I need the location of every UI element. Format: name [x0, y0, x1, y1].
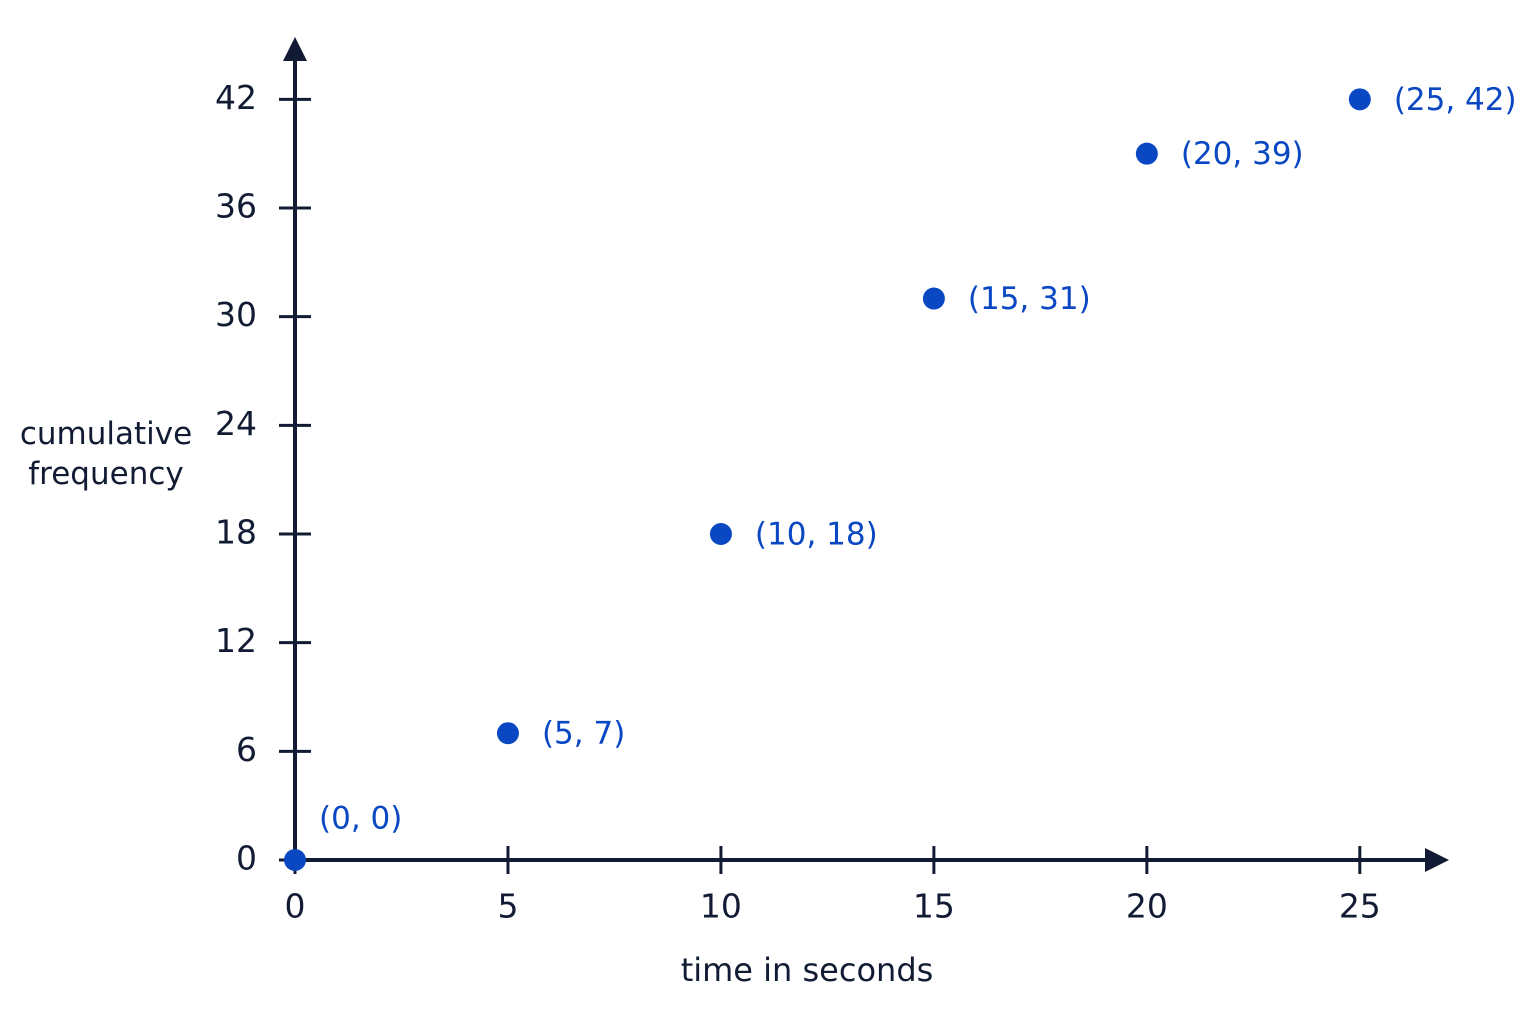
x-tick-label: 25	[1339, 887, 1381, 926]
x-axis-label: time in seconds	[681, 951, 934, 989]
y-tick-label: 12	[215, 621, 257, 660]
data-label: (15, 31)	[968, 281, 1091, 317]
x-tick-label: 20	[1126, 887, 1168, 926]
x-tick-label: 5	[497, 887, 518, 926]
y-axis-arrow	[283, 37, 307, 61]
data-point	[1348, 88, 1371, 111]
y-tick-label: 0	[236, 839, 257, 878]
y-tick-label: 18	[215, 513, 257, 552]
y-tick-label: 36	[215, 187, 257, 226]
data-point	[496, 722, 519, 745]
y-tick-label: 30	[215, 295, 257, 334]
data-point	[922, 287, 945, 310]
y-tick-label: 6	[236, 730, 257, 769]
y-tick-label: 42	[215, 78, 257, 117]
data-label: (5, 7)	[542, 716, 625, 752]
x-axis-arrow	[1425, 848, 1449, 872]
data-label: (25, 42)	[1394, 82, 1517, 118]
data-point	[709, 523, 732, 545]
y-axis-label: cumulative frequency	[19, 416, 193, 492]
data-label: (0, 0)	[319, 801, 402, 837]
data-label: (20, 39)	[1181, 136, 1304, 172]
x-tick-label: 15	[913, 887, 955, 926]
data-point	[284, 849, 306, 871]
x-tick-label: 0	[285, 887, 306, 926]
data-label: (10, 18)	[755, 517, 878, 553]
data-point	[1135, 142, 1158, 165]
y-tick-label: 24	[215, 404, 257, 443]
x-tick-label: 10	[700, 887, 742, 926]
